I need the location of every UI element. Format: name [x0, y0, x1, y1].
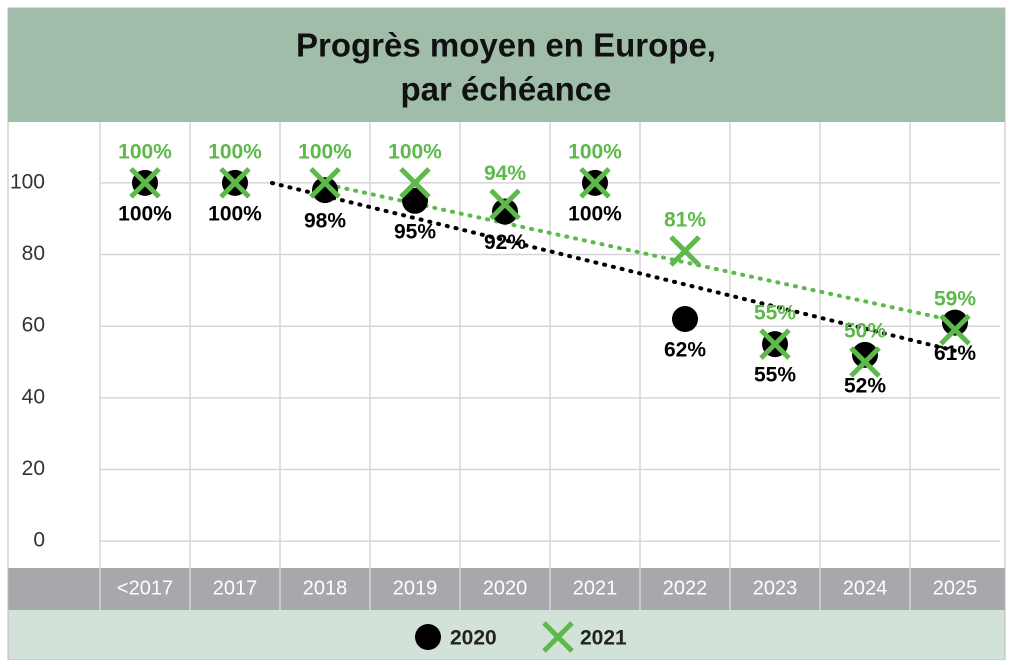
data-label: 98% [304, 210, 346, 233]
data-label: 52% [844, 374, 886, 397]
cross [399, 167, 431, 199]
dot [672, 306, 698, 333]
data-label: 59% [934, 287, 976, 310]
legend-label: 2020 [450, 627, 497, 650]
data-label: 55% [754, 364, 796, 387]
trendline [270, 181, 962, 354]
data-label: 100% [208, 140, 262, 163]
data-label: 55% [754, 302, 796, 325]
data-label: 61% [934, 342, 976, 365]
x-tick-label: 2021 [573, 577, 618, 599]
data-label: 92% [484, 231, 526, 254]
dot [492, 198, 518, 225]
x-tick-label: 2018 [303, 577, 348, 599]
dot [312, 177, 338, 204]
y-tick-label: 40 [22, 385, 45, 408]
category-band [8, 568, 1005, 610]
x-tick-label: 2022 [663, 577, 708, 599]
cross [309, 167, 341, 199]
data-label: 100% [568, 202, 622, 225]
chart-title: par échéance [401, 71, 612, 108]
x-tick-label: 2023 [753, 577, 798, 599]
cross [849, 346, 881, 378]
data-label: 100% [208, 202, 262, 225]
data-label: 100% [298, 140, 352, 163]
dot [942, 309, 968, 336]
x-tick-label: 2019 [393, 577, 438, 599]
data-label: 62% [664, 339, 706, 362]
cross [219, 167, 251, 199]
cross [759, 328, 791, 360]
dot [852, 341, 878, 368]
legend-marker [415, 624, 441, 650]
data-label: 100% [568, 140, 622, 163]
legend-marker [542, 621, 574, 653]
legend-band [8, 610, 1005, 660]
data-label: 100% [118, 140, 172, 163]
data-label: 100% [388, 140, 442, 163]
y-tick-label: 100 [10, 170, 45, 193]
legend-label: 2021 [580, 627, 627, 650]
y-tick-label: 60 [22, 314, 45, 337]
x-tick-label: 2017 [213, 577, 258, 599]
cross [489, 188, 521, 221]
title-band [8, 8, 1005, 122]
x-tick-label: <2017 [117, 577, 173, 599]
data-label: 95% [394, 220, 436, 243]
y-tick-label: 20 [22, 457, 45, 480]
data-label: 94% [484, 162, 526, 185]
cross [939, 314, 971, 346]
chart-title: Progrès moyen en Europe, [296, 27, 716, 64]
dot [402, 187, 428, 214]
cross [669, 235, 701, 267]
cross [579, 167, 611, 199]
data-label: 50% [844, 320, 886, 343]
y-tick-label: 0 [33, 529, 45, 552]
x-tick-label: 2025 [933, 577, 978, 599]
x-tick-label: 2020 [483, 577, 528, 599]
data-label: 81% [664, 209, 706, 232]
x-tick-label: 2024 [843, 577, 888, 599]
y-tick-label: 80 [22, 242, 45, 265]
data-label: 100% [118, 202, 172, 225]
cross [129, 167, 161, 199]
